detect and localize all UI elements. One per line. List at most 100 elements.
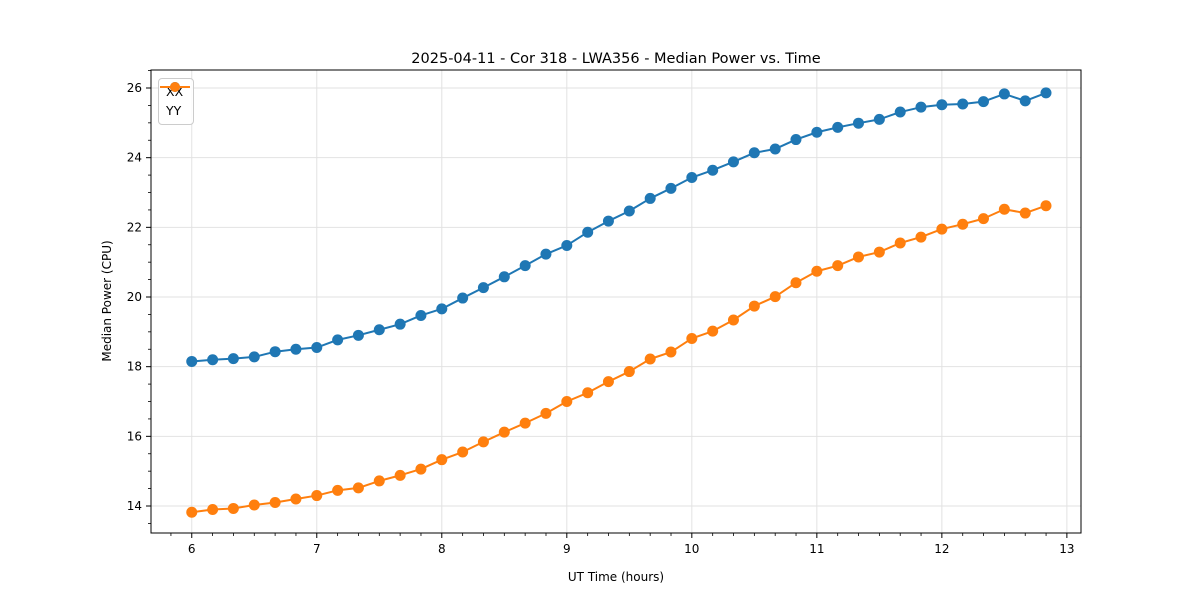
data-point-xx (977, 96, 989, 108)
data-point-yy (582, 387, 594, 399)
data-point-yy (248, 499, 260, 511)
data-point-xx (436, 303, 448, 315)
data-point-yy (269, 497, 281, 509)
data-point-xx (290, 343, 302, 355)
data-point-xx (790, 134, 802, 146)
y-tick-label: 24 (127, 151, 142, 165)
data-point-xx (707, 164, 719, 176)
data-point-xx (498, 271, 510, 283)
data-point-xx (561, 239, 573, 251)
data-point-yy (436, 454, 448, 466)
y-axis-label: Median Power (CPU) (100, 240, 114, 361)
data-point-yy (623, 366, 635, 378)
data-point-xx (415, 309, 427, 321)
data-point-xx (311, 342, 323, 354)
legend-line-marker-icon-yy (160, 82, 190, 92)
y-tick-label: 18 (127, 360, 142, 374)
data-point-yy (852, 251, 864, 263)
data-point-xx (207, 354, 219, 366)
data-point-xx (477, 282, 489, 294)
data-point-yy (977, 213, 989, 225)
series-layer (186, 87, 1052, 518)
data-point-xx (1019, 95, 1031, 107)
data-point-xx (582, 226, 594, 238)
data-point-xx (623, 205, 635, 217)
y-tick-label: 22 (127, 220, 142, 234)
y-tick-label: 16 (127, 429, 142, 443)
data-point-xx (602, 215, 614, 227)
data-point-xx (519, 260, 531, 272)
data-point-yy (332, 484, 344, 496)
legend: XX YY (158, 78, 195, 125)
data-point-yy (227, 502, 239, 514)
data-point-yy (477, 436, 489, 448)
data-point-xx (269, 346, 281, 358)
data-point-xx (248, 351, 260, 363)
data-point-yy (415, 463, 427, 475)
data-point-yy (957, 218, 969, 230)
data-point-yy (665, 346, 677, 358)
data-point-yy (457, 446, 469, 458)
data-point-xx (852, 117, 864, 129)
data-point-yy (998, 203, 1010, 215)
data-point-xx (727, 156, 739, 168)
x-axis-label: UT Time (hours) (568, 570, 664, 584)
data-point-yy (790, 277, 802, 289)
legend-item-yy: YY (160, 82, 190, 120)
data-point-xx (332, 334, 344, 346)
legend-label-yy: YY (166, 103, 182, 118)
data-point-yy (686, 332, 698, 344)
data-point-yy (352, 482, 364, 494)
data-point-xx (936, 99, 948, 111)
y-tick-label: 20 (127, 290, 142, 304)
data-point-xx (769, 143, 781, 155)
data-point-xx (686, 172, 698, 184)
data-point-xx (186, 355, 198, 367)
x-tick-label: 10 (684, 542, 699, 556)
data-point-xx (352, 329, 364, 341)
x-tick-label: 12 (934, 542, 949, 556)
data-point-yy (207, 503, 219, 515)
gridlines (151, 70, 1081, 533)
x-tick-label: 9 (563, 542, 571, 556)
data-point-yy (498, 426, 510, 438)
x-tick-label: 11 (809, 542, 824, 556)
series-line-yy (191, 204, 1047, 514)
y-tick-label: 14 (127, 499, 142, 513)
data-point-yy (1019, 207, 1031, 219)
data-point-xx (540, 248, 552, 260)
chart-title: 2025-04-11 - Cor 318 - LWA356 - Median P… (411, 51, 820, 67)
data-point-yy (290, 493, 302, 505)
data-point-xx (665, 182, 677, 194)
data-point-xx (998, 88, 1010, 100)
data-point-xx (873, 113, 885, 125)
data-point-xx (832, 121, 844, 133)
data-point-yy (644, 353, 656, 365)
data-point-yy (186, 506, 198, 518)
data-point-yy (769, 291, 781, 303)
x-tick-label: 8 (438, 542, 446, 556)
data-point-yy (707, 325, 719, 337)
axis-ticks (146, 70, 1068, 538)
data-point-yy (811, 265, 823, 277)
data-point-yy (519, 417, 531, 429)
data-point-xx (748, 147, 760, 159)
tick-labels: 6 7 8 9 10 11 12 13 14 16 18 20 22 24 26 (127, 81, 1075, 556)
data-point-xx (227, 353, 239, 365)
data-point-yy (873, 246, 885, 258)
data-point-xx (1040, 87, 1052, 99)
data-point-yy (373, 475, 385, 487)
data-point-xx (373, 324, 385, 336)
data-point-yy (894, 237, 906, 249)
data-point-yy (1040, 200, 1052, 212)
data-point-xx (957, 98, 969, 110)
data-point-yy (602, 376, 614, 388)
data-point-yy (748, 300, 760, 312)
data-point-xx (644, 192, 656, 204)
data-point-yy (540, 407, 552, 419)
data-point-xx (811, 126, 823, 138)
x-tick-label: 7 (313, 542, 321, 556)
data-point-yy (727, 314, 739, 326)
